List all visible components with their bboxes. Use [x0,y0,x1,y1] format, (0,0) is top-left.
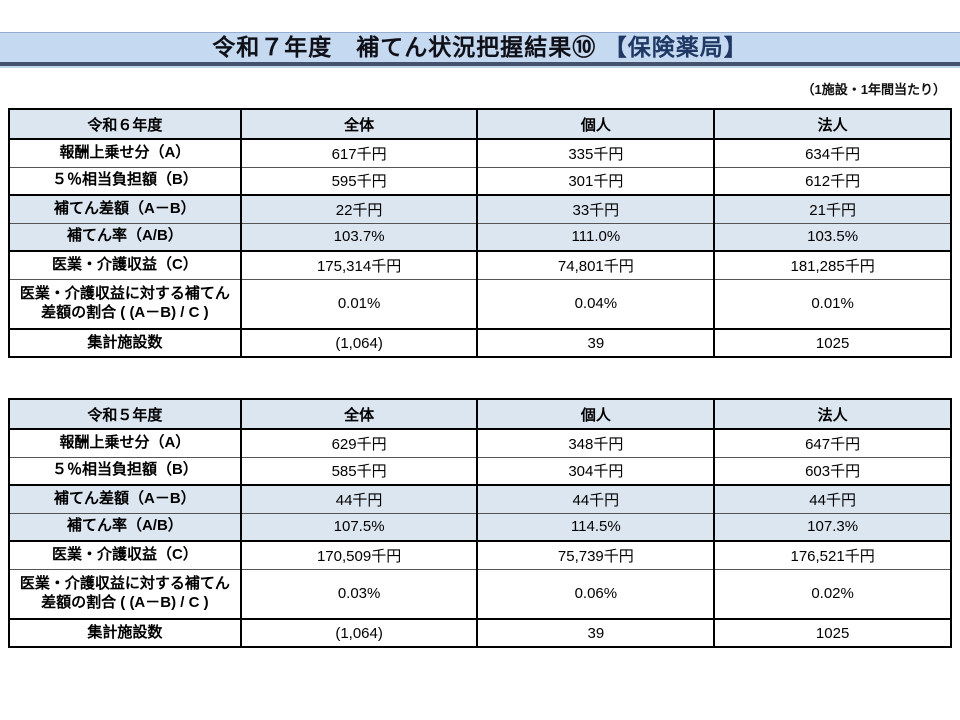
value-cell: 44千円 [713,484,952,514]
unit-note: （1施設・1年間当たり） [801,82,946,97]
value-cell: 1025 [713,328,952,358]
year-header-cell: 令和６年度 [8,108,242,140]
header-row: 令和５年度 全体 個人 法人 [8,398,952,430]
row-label-cell: 医業・介護収益に対する補てん差額の割合 ( (A－B) / C ) [8,278,242,330]
table-row: 報酬上乗せ分（A） 629千円 348千円 647千円 [8,428,952,458]
value-cell: (1,064) [239,618,479,648]
result-table-2: 令和５年度 全体 個人 法人 報酬上乗せ分（A） 629千円 348千円 647千円 ５％相当負… [8,398,952,648]
value-cell: 103.5% [713,222,952,252]
page-title-main: 令和７年度 補てん状況把握結果⑩ [212,34,604,60]
row-label-cell: ５％相当負担額（B） [8,166,242,196]
value-cell: 103.7% [239,222,479,252]
header-row: 令和６年度 全体 個人 法人 [8,108,952,140]
table-row: 医業・介護収益に対する補てん差額の割合 ( (A－B) / C ) 0.03% 0.… [8,568,952,620]
row-label-cell: 報酬上乗せ分（A） [8,138,242,168]
row-label-cell: 医業・介護収益に対する補てん差額の割合 ( (A－B) / C ) [8,568,242,620]
banner-underline [0,66,960,68]
value-cell: 603千円 [713,456,952,486]
value-cell: 114.5% [476,512,716,542]
value-cell: 0.01% [713,278,952,330]
table-row: ５％相当負担額（B） 595千円 301千円 612千円 [8,166,952,196]
table-row: 集計施設数 (1,064) 39 1025 [8,618,952,648]
table-row: 補てん差額（A－B） 22千円 33千円 21千円 [8,194,952,224]
result-table-1: 令和６年度 全体 個人 法人 報酬上乗せ分（A） 617千円 335千円 634千円 ５％相当負… [8,108,952,358]
table-row: ５％相当負担額（B） 585千円 304千円 603千円 [8,456,952,486]
value-cell: 44千円 [239,484,479,514]
table-row: 補てん率（A/B） 107.5% 114.5% 107.3% [8,512,952,542]
value-cell: 175,314千円 [239,250,479,280]
value-cell: 629千円 [239,428,479,458]
value-cell: 612千円 [713,166,952,196]
value-cell: 0.06% [476,568,716,620]
table-row: 医業・介護収益（C） 170,509千円 75,739千円 176,521千円 [8,540,952,570]
table-row: 報酬上乗せ分（A） 617千円 335千円 634千円 [8,138,952,168]
row-label-cell: 補てん率（A/B） [8,512,242,542]
value-cell: 0.01% [239,278,479,330]
value-cell: 585千円 [239,456,479,486]
row-label-cell: 集計施設数 [8,618,242,648]
value-cell: 335千円 [476,138,716,168]
row-label-cell: 補てん差額（A－B） [8,194,242,224]
row-label-cell: ５％相当負担額（B） [8,456,242,486]
column-header-cell: 全体 [239,398,479,430]
value-cell: 595千円 [239,166,479,196]
row-label-cell: 補てん率（A/B） [8,222,242,252]
table-row: 補てん率（A/B） 103.7% 111.0% 103.5% [8,222,952,252]
column-header-cell: 個人 [476,398,716,430]
value-cell: 634千円 [713,138,952,168]
value-cell: 107.3% [713,512,952,542]
row-label-cell: 補てん差額（A－B） [8,484,242,514]
value-cell: 0.04% [476,278,716,330]
value-cell: 176,521千円 [713,540,952,570]
value-cell: 39 [476,328,716,358]
value-cell: 21千円 [713,194,952,224]
title-banner: 令和７年度 補てん状況把握結果⑩ 【保険薬局】 [0,32,960,66]
value-cell: 0.03% [239,568,479,620]
table-row: 医業・介護収益（C） 175,314千円 74,801千円 181,285千円 [8,250,952,280]
page-title: 令和７年度 補てん状況把握結果⑩ 【保険薬局】 [212,34,747,60]
value-cell: 170,509千円 [239,540,479,570]
value-cell: 301千円 [476,166,716,196]
value-cell: (1,064) [239,328,479,358]
table-row: 補てん差額（A－B） 44千円 44千円 44千円 [8,484,952,514]
row-label-cell: 医業・介護収益（C） [8,540,242,570]
value-cell: 75,739千円 [476,540,716,570]
year-header-cell: 令和５年度 [8,398,242,430]
slide-page: 令和７年度 補てん状況把握結果⑩ 【保険薬局】 （1施設・1年間当たり） 令和６… [0,32,960,648]
column-header-cell: 法人 [713,398,952,430]
tables-container: 令和６年度 全体 個人 法人 報酬上乗せ分（A） 617千円 335千円 634千円 ５％相当負… [0,108,960,648]
value-cell: 39 [476,618,716,648]
row-label-cell: 集計施設数 [8,328,242,358]
value-cell: 22千円 [239,194,479,224]
row-label-cell: 医業・介護収益（C） [8,250,242,280]
value-cell: 617千円 [239,138,479,168]
value-cell: 304千円 [476,456,716,486]
column-header-cell: 全体 [239,108,479,140]
value-cell: 1025 [713,618,952,648]
value-cell: 107.5% [239,512,479,542]
page-title-emphasis: 【保険薬局】 [603,34,748,60]
value-cell: 111.0% [476,222,716,252]
value-cell: 74,801千円 [476,250,716,280]
value-cell: 44千円 [476,484,716,514]
value-cell: 348千円 [476,428,716,458]
value-cell: 181,285千円 [713,250,952,280]
value-cell: 0.02% [713,568,952,620]
table-row: 医業・介護収益に対する補てん差額の割合 ( (A－B) / C ) 0.01% 0.… [8,278,952,330]
table-row: 集計施設数 (1,064) 39 1025 [8,328,952,358]
column-header-cell: 個人 [476,108,716,140]
row-label-cell: 報酬上乗せ分（A） [8,428,242,458]
column-header-cell: 法人 [713,108,952,140]
value-cell: 647千円 [713,428,952,458]
value-cell: 33千円 [476,194,716,224]
